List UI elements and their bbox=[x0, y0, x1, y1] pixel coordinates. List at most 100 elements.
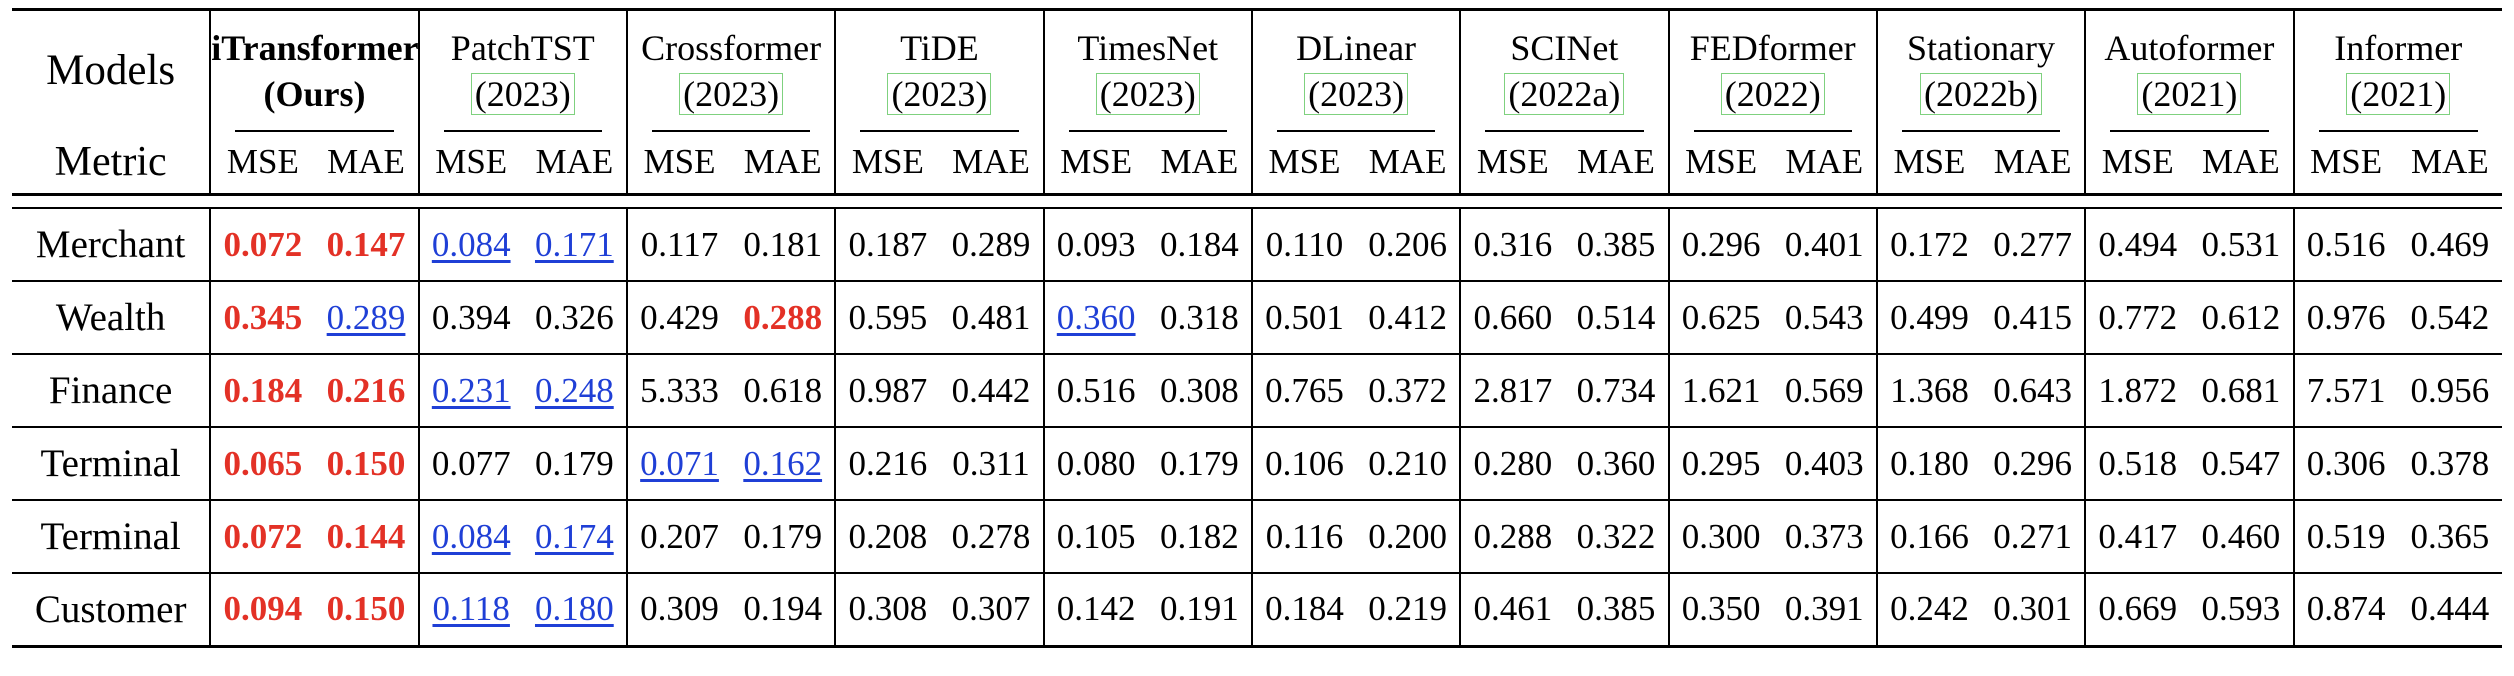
metric-value: 2.817 bbox=[1473, 370, 1553, 410]
metric-value: 0.385 bbox=[1576, 589, 1656, 629]
model-cmidrule bbox=[443, 130, 602, 132]
mse-cell: 0.417 bbox=[2084, 500, 2190, 574]
best-value: 0.184 bbox=[223, 370, 303, 410]
mse-cell: 2.817 bbox=[1459, 354, 1565, 428]
metric-value: 0.207 bbox=[640, 516, 719, 556]
second-best-value: 0.171 bbox=[534, 224, 614, 264]
metric-value: 0.481 bbox=[951, 297, 1031, 337]
mae-cell: 0.372 bbox=[1356, 354, 1461, 428]
metric-mse-header: MSE bbox=[2084, 132, 2190, 196]
model-name: iTransformer bbox=[211, 28, 419, 68]
metric-value: 0.625 bbox=[1681, 297, 1761, 337]
metric-value: 0.765 bbox=[1265, 370, 1344, 410]
metric-mse-header: MSE bbox=[834, 132, 940, 196]
mse-cell: 5.333 bbox=[625, 354, 732, 428]
metric-value: 0.531 bbox=[2201, 224, 2281, 264]
model-cmidrule bbox=[2318, 130, 2478, 132]
mae-cell: 0.144 bbox=[314, 500, 419, 574]
mae-cell: 0.481 bbox=[939, 281, 1044, 355]
metric-mse-header: MSE bbox=[1250, 132, 1357, 196]
table-row: Finance 0.184 0.216 0.231 0.248 5.333 0.618 0.9… bbox=[12, 354, 2502, 428]
best-value: 0.072 bbox=[223, 224, 303, 264]
mae-cell: 0.326 bbox=[522, 281, 627, 355]
model-header-6: SCINet (2022a) bbox=[1459, 10, 1669, 132]
mae-cell: 0.277 bbox=[1981, 208, 2086, 282]
metric-value: 0.669 bbox=[2098, 589, 2178, 629]
metric-value: 0.417 bbox=[2098, 516, 2178, 556]
mae-cell: 0.391 bbox=[1772, 573, 1877, 648]
metric-value: 0.316 bbox=[1473, 224, 1553, 264]
mae-cell: 0.378 bbox=[2397, 427, 2502, 501]
model-citation-link[interactable]: (2022b) bbox=[1920, 73, 2043, 115]
mse-cell: 0.065 bbox=[209, 427, 315, 501]
mse-cell: 0.772 bbox=[2084, 281, 2190, 355]
metric-value: 0.117 bbox=[640, 224, 719, 264]
metric-value: 0.116 bbox=[1265, 516, 1344, 556]
mae-cell: 0.469 bbox=[2397, 208, 2502, 282]
mse-cell: 0.296 bbox=[1667, 208, 1773, 282]
mae-cell: 0.385 bbox=[1564, 573, 1669, 648]
mae-cell: 0.412 bbox=[1356, 281, 1461, 355]
metric-value: 0.277 bbox=[1993, 224, 2072, 264]
mae-cell: 0.171 bbox=[522, 208, 627, 282]
mse-cell: 0.874 bbox=[2292, 573, 2398, 648]
second-best-value: 0.118 bbox=[432, 589, 510, 629]
mse-cell: 0.429 bbox=[625, 281, 732, 355]
table-row: Merchant 0.072 0.147 0.084 0.171 0.117 0.181 0.… bbox=[12, 208, 2502, 282]
metric-mse-header: MSE bbox=[2292, 132, 2398, 196]
mae-cell: 0.271 bbox=[1981, 500, 2086, 574]
metric-mae-header: MAE bbox=[939, 132, 1044, 196]
mae-cell: 0.289 bbox=[314, 281, 419, 355]
table-row: Customer 0.094 0.150 0.118 0.180 0.309 0.194 0.… bbox=[12, 573, 2502, 648]
second-best-value: 0.174 bbox=[534, 516, 614, 556]
model-citation-link[interactable]: (2023) bbox=[470, 73, 575, 115]
metric-value: 0.516 bbox=[2306, 224, 2386, 264]
mse-cell: 0.516 bbox=[2292, 208, 2398, 282]
model-name: FEDformer bbox=[1689, 28, 1856, 68]
best-value: 0.065 bbox=[223, 443, 303, 483]
model-citation-link[interactable]: (2023) bbox=[1095, 73, 1200, 115]
models-header-label: Models bbox=[46, 47, 176, 94]
metric-value: 0.499 bbox=[1890, 297, 1969, 337]
model-citation-link[interactable]: (2023) bbox=[679, 73, 784, 115]
metric-value: 0.595 bbox=[848, 297, 928, 337]
mse-cell: 0.216 bbox=[834, 427, 940, 501]
mse-cell: 0.184 bbox=[209, 354, 315, 428]
model-cmidrule bbox=[860, 130, 1019, 132]
mae-cell: 0.547 bbox=[2189, 427, 2294, 501]
metric-value: 0.300 bbox=[1681, 516, 1761, 556]
metric-value: 0.372 bbox=[1368, 370, 1448, 410]
best-value: 0.072 bbox=[223, 516, 303, 556]
metric-value: 0.365 bbox=[2410, 516, 2490, 556]
mse-cell: 0.295 bbox=[1667, 427, 1773, 501]
mae-cell: 0.147 bbox=[314, 208, 419, 282]
mse-cell: 0.316 bbox=[1459, 208, 1565, 282]
model-citation-link[interactable]: (2023) bbox=[1304, 73, 1409, 115]
model-cmidrule bbox=[2110, 130, 2269, 132]
metric-value: 0.242 bbox=[1890, 589, 1969, 629]
mae-cell: 0.200 bbox=[1356, 500, 1461, 574]
mse-cell: 0.242 bbox=[1875, 573, 1982, 648]
mse-cell: 1.621 bbox=[1667, 354, 1773, 428]
model-citation-link[interactable]: (2021) bbox=[2137, 73, 2242, 115]
model-name: Informer bbox=[2334, 28, 2463, 68]
metric-value: 0.518 bbox=[2098, 443, 2178, 483]
model-citation-link[interactable]: (2022) bbox=[1720, 73, 1825, 115]
metric-value: 0.219 bbox=[1368, 589, 1448, 629]
model-header-3: TiDE (2023) bbox=[834, 10, 1044, 132]
metric-value: 0.460 bbox=[2201, 516, 2281, 556]
metric-value: 0.181 bbox=[743, 224, 823, 264]
best-value: 0.345 bbox=[223, 297, 303, 337]
mae-cell: 0.365 bbox=[2397, 500, 2502, 574]
model-header-5: DLinear (2023) bbox=[1250, 10, 1461, 132]
metric-value: 0.734 bbox=[1576, 370, 1656, 410]
mse-cell: 0.166 bbox=[1875, 500, 1982, 574]
model-citation-link[interactable]: (2022a) bbox=[1504, 73, 1625, 115]
model-cmidrule bbox=[1068, 130, 1227, 132]
model-citation-link[interactable]: (2021) bbox=[2346, 73, 2451, 115]
model-citation-link[interactable]: (2023) bbox=[887, 73, 992, 115]
mae-cell: 0.191 bbox=[1147, 573, 1252, 648]
mse-cell: 0.280 bbox=[1459, 427, 1565, 501]
metric-value: 0.187 bbox=[848, 224, 928, 264]
metric-value: 0.542 bbox=[2410, 297, 2490, 337]
